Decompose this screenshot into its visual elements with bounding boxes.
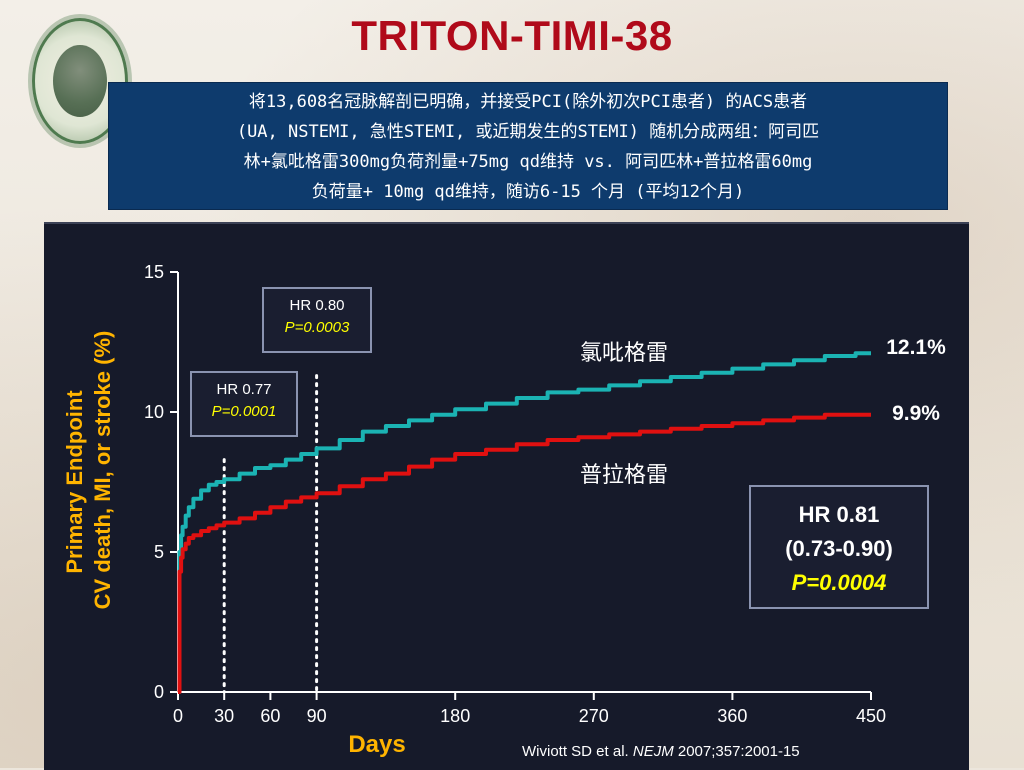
description-line: 将13,608名冠脉解剖已明确，并接受PCI(除外初次PCI患者) 的ACS患者: [248, 92, 808, 112]
y-axis-label-line2: CV death, MI, or stroke (%): [90, 331, 115, 610]
day-90-hr-hr: HR 0.80: [289, 297, 344, 314]
study-description-box: 将13,608名冠脉解剖已明确，并接受PCI(除外初次PCI患者) 的ACS患者…: [108, 82, 948, 210]
y-axis-label: Primary Endpoint: [62, 390, 87, 574]
x-axis-label: Days: [348, 731, 405, 758]
prasugrel-curve: [177, 412, 871, 694]
prasugrel-end-value: 9.9%: [892, 402, 940, 425]
description-line: 林+氯吡格雷300mg负荷剂量+75mg qd维持 vs. 阿司匹林+普拉格雷6…: [243, 152, 813, 172]
day-90-hr-box: [262, 287, 372, 353]
slide-title: TRITON-TIMI-38: [351, 12, 673, 59]
university-seal-logo: [32, 18, 128, 144]
x-tick-label: 360: [717, 706, 747, 726]
clopidogrel-end-value: 12.1%: [886, 336, 946, 359]
x-tick-label: 60: [260, 706, 280, 726]
x-tick-label: 270: [579, 706, 609, 726]
kaplan-meier-chart: 0 5 10 15 0 30 60 90 180 270 360 450 Primary Endpoin…: [62, 262, 946, 760]
y-tick-label: 15: [144, 262, 164, 282]
overall-p: P=0.0004: [792, 570, 887, 595]
citation: Wiviott SD et al. NEJM 2007;357:2001-15: [522, 743, 800, 760]
description-line: 负荷量+ 10mg qd维持，随访6-15 个月 (平均12个月): [311, 182, 745, 202]
y-tick-label: 0: [154, 682, 164, 702]
overall-hr-box: [749, 485, 929, 609]
day-30-hr-hr: HR 0.77: [216, 381, 271, 398]
prasugrel-series-label: 普拉格雷: [580, 463, 668, 488]
x-tick-label: 90: [307, 706, 327, 726]
clopidogrel-curve: [177, 351, 871, 694]
y-tick-label: 5: [154, 542, 164, 562]
x-tick-label: 450: [856, 706, 886, 726]
overall-ci: (0.73-0.90): [785, 536, 893, 561]
portrait-emblem: [53, 45, 107, 117]
y-tick-label: 10: [144, 402, 164, 422]
chart-panel: 0 5 10 15 0 30 60 90 180 270 360 450 Primary Endpoin…: [44, 222, 969, 770]
clopidogrel-series-label: 氯吡格雷: [580, 341, 668, 366]
x-tick-label: 30: [214, 706, 234, 726]
day-30-hr-p: P=0.0001: [212, 403, 277, 420]
day-30-hr-box: [190, 371, 298, 437]
x-tick-label: 0: [173, 706, 183, 726]
description-line: (UA, NSTEMI, 急性STEMI, 或近期发生的STEMI) 随机分成两…: [236, 122, 820, 142]
overall-hr: HR 0.81: [799, 502, 880, 527]
x-tick-label: 180: [440, 706, 470, 726]
day-90-hr-p: P=0.0003: [285, 319, 350, 336]
